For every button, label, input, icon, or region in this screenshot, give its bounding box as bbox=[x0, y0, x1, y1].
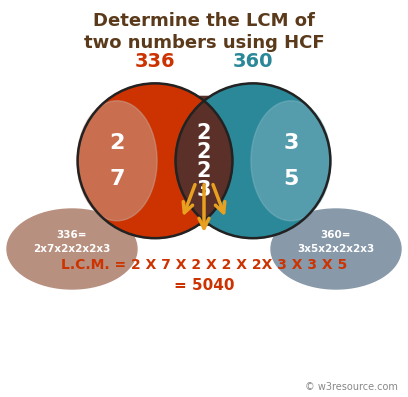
Text: 2: 2 bbox=[197, 142, 211, 162]
Text: 360=
3x5x2x2x2x3: 360= 3x5x2x2x2x3 bbox=[297, 230, 375, 254]
Polygon shape bbox=[175, 96, 233, 225]
Text: Determine the LCM of
two numbers using HCF: Determine the LCM of two numbers using H… bbox=[84, 12, 324, 52]
Text: L.C.M. = 2 X 7 X 2 X 2 X 2X 3 X 3 X 5: L.C.M. = 2 X 7 X 2 X 2 X 2X 3 X 3 X 5 bbox=[61, 258, 347, 272]
Text: 2: 2 bbox=[197, 161, 211, 181]
Text: 3: 3 bbox=[283, 133, 299, 153]
Ellipse shape bbox=[77, 101, 157, 221]
Text: 2: 2 bbox=[197, 123, 211, 143]
Text: 3: 3 bbox=[197, 180, 211, 200]
Text: 336: 336 bbox=[135, 52, 175, 71]
Circle shape bbox=[78, 83, 233, 238]
Ellipse shape bbox=[251, 101, 331, 221]
Circle shape bbox=[175, 83, 330, 238]
Text: 336=
2x7x2x2x2x3: 336= 2x7x2x2x2x3 bbox=[33, 230, 111, 254]
Text: = 5040: = 5040 bbox=[174, 278, 234, 293]
Text: © w3resource.com: © w3resource.com bbox=[305, 382, 398, 392]
Text: 2: 2 bbox=[109, 133, 125, 153]
Text: 360: 360 bbox=[233, 52, 273, 71]
Text: 7: 7 bbox=[109, 169, 125, 189]
Ellipse shape bbox=[7, 209, 137, 289]
Ellipse shape bbox=[271, 209, 401, 289]
Text: 5: 5 bbox=[283, 169, 299, 189]
